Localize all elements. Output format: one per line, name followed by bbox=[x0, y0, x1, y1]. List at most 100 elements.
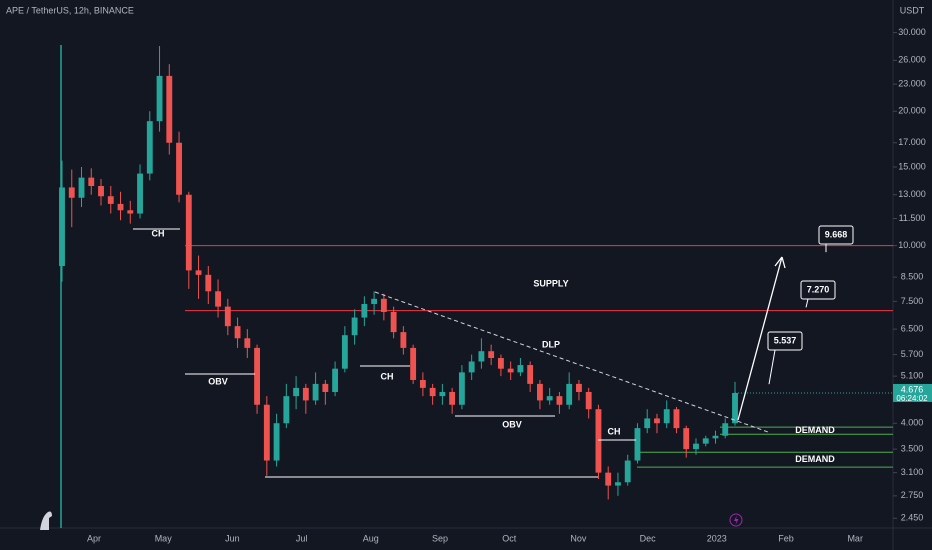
candle-body bbox=[488, 351, 495, 359]
y-tick-label: 3.500 bbox=[901, 443, 924, 453]
y-tick-label: 3.100 bbox=[901, 467, 924, 477]
x-tick-label: Oct bbox=[502, 533, 517, 543]
candle-body bbox=[98, 185, 104, 197]
candle-body bbox=[400, 332, 407, 348]
candle-body bbox=[595, 409, 602, 473]
candle-body bbox=[673, 409, 680, 429]
countdown-label: 06:24:02 bbox=[896, 394, 928, 403]
callout-label: 9.668 bbox=[825, 229, 848, 239]
candle-body bbox=[615, 482, 621, 486]
y-tick-label: 4.000 bbox=[901, 418, 924, 428]
tradingview-logo bbox=[40, 511, 52, 530]
trendline-label: DLP bbox=[542, 339, 560, 349]
candle-body bbox=[458, 372, 465, 405]
candle-body bbox=[546, 396, 553, 401]
y-tick-label: 20.000 bbox=[898, 106, 926, 116]
x-tick-label: Aug bbox=[363, 533, 379, 543]
candle-body bbox=[468, 361, 475, 373]
callout-box bbox=[800, 280, 836, 300]
candle-body bbox=[195, 270, 202, 275]
callout-leader bbox=[805, 298, 809, 308]
y-tick-label: 7.500 bbox=[901, 296, 924, 306]
structure-label: CH bbox=[608, 426, 621, 436]
y-tick-label: 2.750 bbox=[901, 490, 924, 500]
candle-body bbox=[68, 187, 75, 198]
candle-body bbox=[234, 326, 241, 339]
callout-box bbox=[818, 225, 854, 245]
candle-body bbox=[166, 75, 173, 143]
candle-body bbox=[429, 387, 436, 397]
x-tick-label: 2023 bbox=[707, 533, 727, 543]
callout-box bbox=[767, 331, 803, 351]
candle-body bbox=[663, 409, 670, 424]
x-tick-label: Dec bbox=[640, 533, 657, 543]
last-price-badge bbox=[893, 383, 932, 402]
y-tick-label: 26.000 bbox=[898, 55, 926, 65]
candle-body bbox=[702, 438, 709, 444]
candle-body bbox=[585, 391, 592, 410]
candle-body bbox=[205, 274, 212, 292]
candle-body bbox=[332, 368, 339, 392]
structure-label: CH bbox=[152, 228, 165, 238]
candle-body bbox=[497, 358, 504, 369]
structure-label: OBV bbox=[502, 419, 522, 429]
x-tick-label: Nov bbox=[570, 533, 587, 543]
y-tick-label: 17.000 bbox=[898, 137, 926, 147]
x-tick-label: Mar bbox=[847, 533, 863, 543]
candle-body bbox=[537, 383, 543, 401]
projection-arrow bbox=[737, 256, 783, 421]
callout-leader bbox=[768, 349, 776, 385]
candle-body bbox=[556, 396, 563, 405]
candle-body bbox=[117, 203, 124, 211]
candle-body bbox=[88, 177, 95, 186]
candle-body bbox=[634, 428, 641, 461]
x-tick-label: May bbox=[155, 533, 173, 543]
candle-body bbox=[507, 368, 514, 373]
candle-body bbox=[380, 298, 387, 312]
candle-body bbox=[576, 383, 582, 392]
candle-body bbox=[722, 423, 729, 436]
candle-body bbox=[302, 387, 309, 401]
candle-body bbox=[322, 383, 329, 392]
candle-body bbox=[439, 391, 446, 397]
chart-title: APE / TetherUS, 12h, BINANCE bbox=[6, 5, 134, 15]
y-tick-label: 15.000 bbox=[898, 161, 926, 171]
axis-unit: USDT bbox=[900, 5, 925, 15]
x-tick-label: Apr bbox=[87, 533, 101, 543]
arrow-head bbox=[774, 256, 786, 269]
candles bbox=[59, 46, 738, 500]
candle-body bbox=[215, 291, 221, 307]
candle-body bbox=[185, 194, 192, 271]
candle-body bbox=[624, 460, 631, 483]
candle-body bbox=[244, 338, 251, 348]
candle-body bbox=[341, 335, 348, 369]
candle-body bbox=[156, 75, 163, 122]
y-tick-label: 11.500 bbox=[899, 213, 926, 223]
candle-body bbox=[146, 121, 153, 174]
candle-body bbox=[693, 443, 699, 450]
y-tick-label: 23.000 bbox=[898, 79, 926, 89]
zone-label: SUPPLY bbox=[533, 278, 568, 288]
structure-label: CH bbox=[381, 371, 394, 381]
candle-body bbox=[312, 383, 319, 401]
y-tick-label: 30.000 bbox=[898, 27, 926, 37]
candle-body bbox=[127, 210, 134, 214]
candle-body bbox=[293, 387, 300, 397]
y-tick-label: 5.700 bbox=[901, 349, 924, 359]
candle-body bbox=[449, 391, 456, 405]
x-tick-label: Jun bbox=[225, 533, 240, 543]
last-price-label: 4.676 bbox=[901, 384, 924, 394]
candle-body bbox=[644, 418, 651, 429]
candle-body bbox=[654, 418, 660, 424]
candle-body bbox=[390, 311, 397, 333]
lightning-icon bbox=[729, 513, 743, 527]
candle-body bbox=[273, 423, 280, 461]
zone-label: DEMAND bbox=[795, 425, 835, 435]
y-tick-label: 5.100 bbox=[901, 371, 924, 381]
candle-body bbox=[732, 392, 738, 424]
y-tick-label: 2.450 bbox=[901, 513, 924, 523]
y-tick-label: 6.500 bbox=[901, 323, 924, 333]
candle-body bbox=[419, 379, 426, 388]
y-tick-label: 8.500 bbox=[901, 271, 924, 281]
